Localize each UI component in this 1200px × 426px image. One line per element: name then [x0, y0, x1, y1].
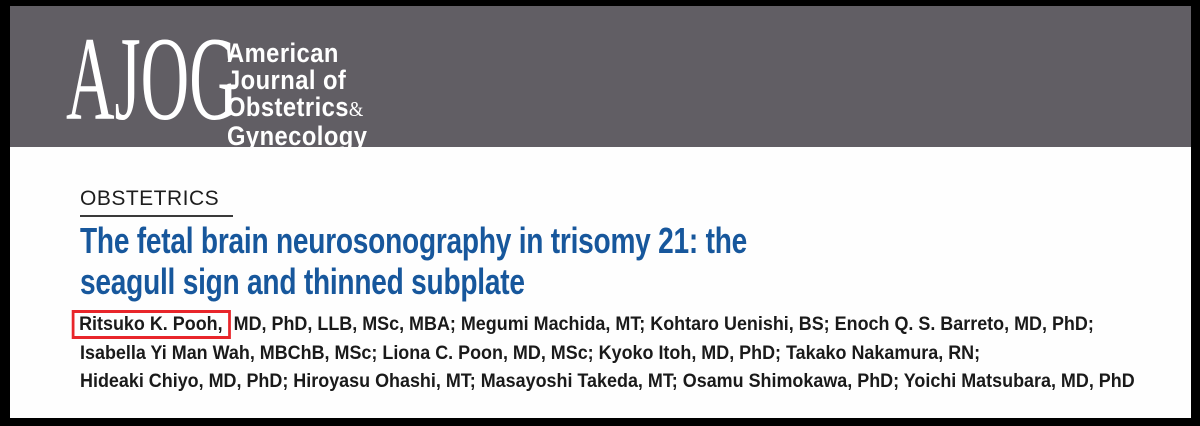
journal-name-line: Gynecology	[227, 121, 368, 148]
article-title: The fetal brain neurosonography in triso…	[80, 220, 935, 302]
author-line-1-rest: MD, PhD, LLB, MSc, MBA; Megumi Machida, …	[233, 313, 1094, 335]
highlighted-author-box: Ritsuko K. Pooh,	[71, 310, 231, 339]
article-title-line-1: The fetal brain neurosonography in triso…	[80, 220, 748, 261]
ampersand-glyph: &	[348, 97, 364, 121]
article-title-line-2: seagull sign and thinned subplate	[80, 261, 525, 302]
author-list: Ritsuko K. Pooh, MD, PhD, LLB, MSc, MBA; …	[71, 310, 1200, 395]
journal-name-line: Obstetrics&	[227, 92, 364, 122]
author-line-3: Hideaki Chiyo, MD, PhD; Hiroyasu Ohashi,…	[80, 370, 1135, 392]
journal-name-line: Journal of	[227, 65, 347, 95]
article-header: OBSTETRICS The fetal brain neurosonograp…	[10, 147, 1191, 418]
author-line-1: Ritsuko K. Pooh, MD, PhD, LLB, MSc, MBA; …	[71, 310, 1135, 339]
journal-name-line: American	[227, 38, 339, 68]
section-label: OBSTETRICS	[80, 187, 234, 217]
author-line-2: Isabella Yi Man Wah, MBChB, MSc; Liona C…	[80, 342, 981, 364]
journal-name: American Journal of Obstetrics& Gynecolo…	[227, 38, 368, 148]
highlighted-author-name: Ritsuko K. Pooh,	[79, 313, 223, 335]
ajog-logo: AJOG	[66, 12, 238, 145]
journal-masthead: AJOG American Journal of Obstetrics& Gyn…	[10, 6, 1191, 147]
